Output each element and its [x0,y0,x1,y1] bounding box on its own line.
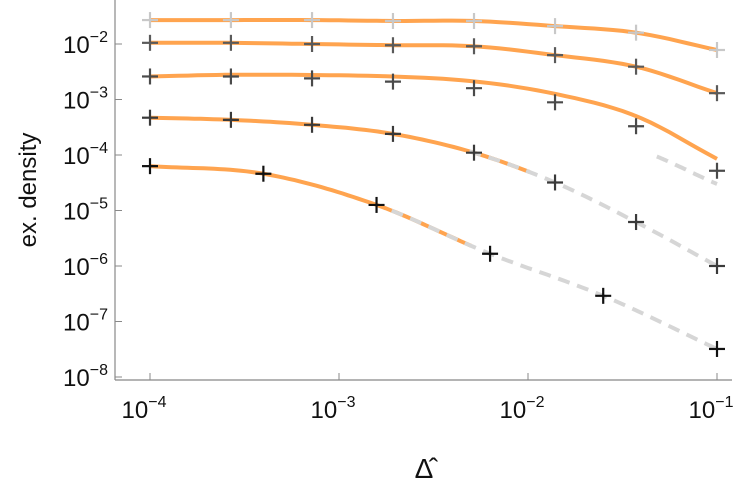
x-tick-label: 10−3 [311,394,356,424]
data-point-marker [628,24,645,41]
data-point-marker [222,111,239,128]
data-point-marker [384,12,401,29]
y-axis-label: ex. density [15,133,42,248]
fit-curves [149,18,718,351]
data-point-marker [368,196,385,213]
y-tick-label: 10−5 [63,196,108,226]
data-point-marker [547,47,564,64]
data-point-marker [142,158,158,175]
y-tick-label: 10−2 [63,29,108,59]
x-ticks: 10−4 10−3 10−2 10−1 [122,373,734,424]
data-point-marker [142,12,158,29]
x-tick-label: 10−4 [122,394,167,424]
data-point-marker [466,38,483,55]
x-tick-label: 10−2 [500,394,545,424]
data-point-marker [466,144,483,161]
data-point-marker [466,12,483,29]
data-point-marker [709,41,725,58]
data-point-marker [304,116,321,133]
data-point-marker [304,70,321,87]
data-point-marker [628,118,645,135]
data-point-marker [595,287,612,304]
data-point-marker [628,214,645,231]
data-point-marker [384,37,401,54]
data-point-marker [709,85,725,102]
data-point-marker [222,34,239,51]
solid-fit-curve [149,72,718,161]
y-tick-label: 10−3 [63,85,108,115]
data-point-marker [142,109,158,126]
data-point-marker [255,165,272,182]
y-tick-label: 10−4 [63,140,108,170]
data-point-marker [709,340,725,357]
y-tick-label: 10−6 [63,251,108,281]
data-point-marker [547,174,564,191]
dashed-fit-curve [468,149,718,268]
data-point-marker [304,36,321,52]
data-point-marker [628,58,645,75]
data-point-marker [384,125,401,142]
x-axis-label: Δ̂ [415,453,439,484]
y-tick-label: 10−8 [63,362,108,392]
data-point-marker [482,245,499,262]
data-point-marker [222,12,239,29]
solid-fit-curve [149,164,472,248]
y-tick-label: 10−7 [63,307,108,337]
data-point-marker [466,80,483,97]
data-point-marker [547,18,564,35]
data-point-marker [709,258,725,274]
data-point-marker [142,34,158,51]
data-point-marker [547,94,564,111]
data-markers [142,12,725,357]
solid-fit-curve [149,115,531,174]
data-point-marker [709,162,725,179]
solid-fit-curve [150,18,718,52]
y-ticks: 10−2 10−3 10−4 10−5 10−6 10−7 10−8 [63,29,122,392]
data-point-marker [142,68,158,85]
data-point-marker [384,73,401,90]
x-tick-label: 10−1 [689,394,734,424]
data-point-marker [222,68,239,85]
solid-fit-curve [150,40,718,96]
data-point-marker [304,12,321,29]
dashed-fit-curve [656,154,718,186]
